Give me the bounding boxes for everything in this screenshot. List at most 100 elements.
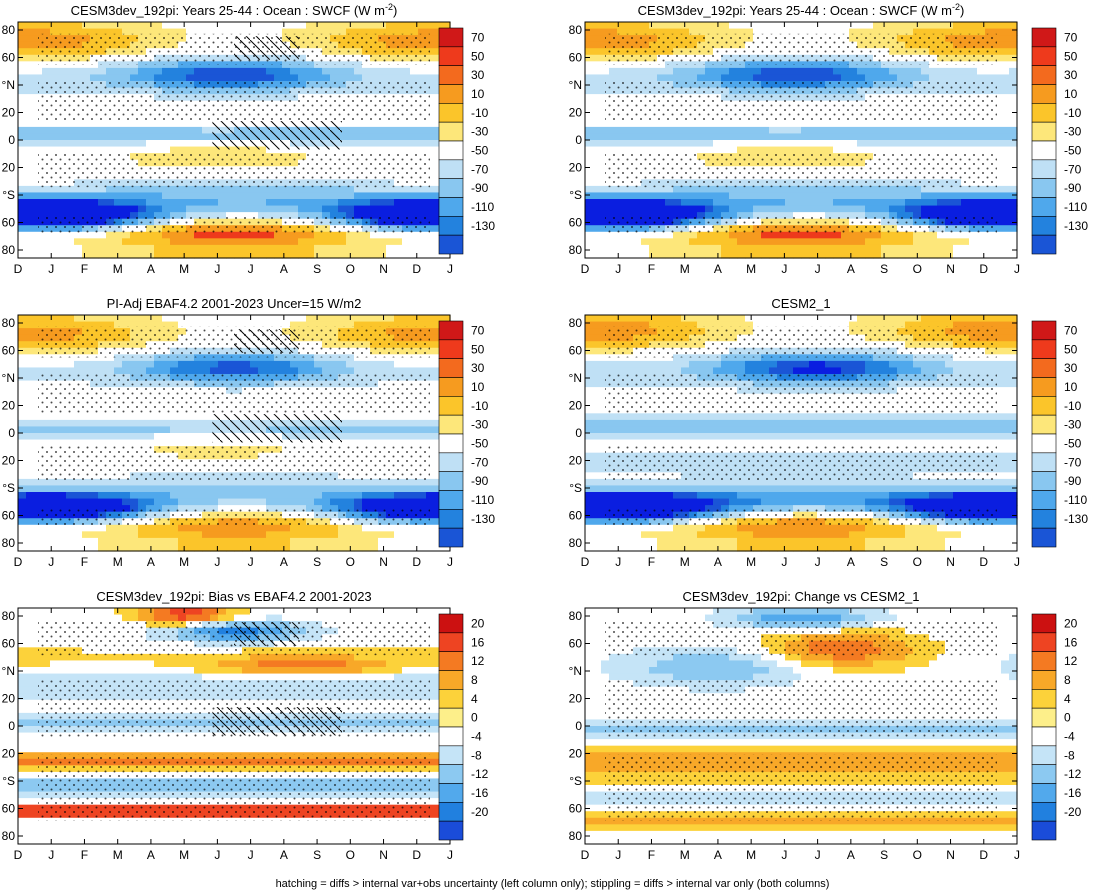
heatmap-cell xyxy=(34,61,43,69)
heatmap-cell xyxy=(977,205,986,213)
heatmap-cell xyxy=(186,238,195,246)
heatmap-cell xyxy=(969,61,978,69)
heatmap-cell xyxy=(585,172,594,180)
heatmap-cell xyxy=(865,244,874,253)
heatmap-cell xyxy=(82,192,91,200)
heatmap-cell xyxy=(905,192,914,200)
heatmap-cell xyxy=(585,159,594,167)
heatmap-cell xyxy=(122,231,131,239)
heatmap-cell xyxy=(90,61,99,69)
heatmap-cell xyxy=(386,251,395,259)
heatmap-cell xyxy=(394,205,403,213)
heatmap-cell xyxy=(1001,153,1010,161)
heatmap-cell xyxy=(18,459,27,467)
heatmap-cell xyxy=(106,199,115,207)
heatmap-cell xyxy=(617,67,626,76)
heatmap-cell xyxy=(593,146,602,154)
heatmap-cell xyxy=(993,159,1002,167)
heatmap-cell xyxy=(1001,133,1010,141)
heatmap-cell xyxy=(98,120,107,128)
heatmap-cell xyxy=(921,244,930,253)
heatmap-cell xyxy=(50,126,59,135)
heatmap-cell xyxy=(689,192,698,200)
heatmap-cell xyxy=(601,251,610,259)
heatmap-cell xyxy=(913,61,922,69)
heatmap-cell xyxy=(194,28,203,36)
heatmap-cell xyxy=(657,126,666,135)
heatmap-cell xyxy=(346,199,355,207)
heatmap-cell xyxy=(346,74,355,82)
heatmap-cell xyxy=(657,74,666,82)
heatmap-cell xyxy=(114,74,123,82)
heatmap-cell xyxy=(138,251,147,259)
heatmap-cell xyxy=(210,485,219,493)
x-tick-label: N xyxy=(379,262,388,276)
heatmap-cell xyxy=(977,28,986,36)
heatmap-cell xyxy=(729,126,738,135)
heatmap-cell xyxy=(354,199,363,207)
heatmap-cell xyxy=(66,315,75,323)
heatmap-cell xyxy=(1009,199,1018,207)
heatmap-cell xyxy=(657,205,666,213)
heatmap-cell xyxy=(114,67,123,76)
heatmap-cell xyxy=(74,244,83,253)
heatmap-cell xyxy=(306,238,315,246)
heatmap-cell xyxy=(194,367,203,375)
heatmap-cell xyxy=(18,544,27,552)
heatmap-cell xyxy=(625,146,634,154)
heatmap-cell xyxy=(178,413,187,421)
heatmap-cell xyxy=(849,205,858,213)
heatmap-cell xyxy=(50,238,59,246)
heatmap-cell xyxy=(162,498,171,506)
heatmap-cell xyxy=(769,231,778,239)
colorbar-swatch xyxy=(438,140,464,161)
heatmap-cell xyxy=(106,537,115,546)
heatmap-cell xyxy=(681,61,690,69)
heatmap-cell xyxy=(841,231,850,239)
heatmap-cell xyxy=(1001,166,1010,174)
heatmap-cell xyxy=(34,433,43,441)
heatmap-cell xyxy=(162,244,171,253)
heatmap-cell xyxy=(370,146,379,154)
heatmap-cell xyxy=(873,185,882,194)
heatmap-cell xyxy=(42,126,51,135)
heatmap-cell xyxy=(1009,172,1018,180)
heatmap-cell xyxy=(593,212,602,220)
heatmap-cell xyxy=(210,185,219,194)
heatmap-cell xyxy=(346,67,355,76)
heatmap-cell xyxy=(314,28,323,36)
heatmap-cell xyxy=(601,185,610,194)
heatmap-cell xyxy=(961,67,970,76)
heatmap-cell xyxy=(74,315,83,323)
heatmap-cell xyxy=(354,205,363,213)
heatmap-cell xyxy=(953,67,962,76)
heatmap-cell xyxy=(394,126,403,135)
heatmap-cell xyxy=(777,238,786,246)
heatmap-cell xyxy=(929,133,938,141)
heatmap-cell xyxy=(945,251,954,259)
heatmap-cell xyxy=(993,231,1002,239)
heatmap-cell xyxy=(202,251,211,259)
heatmap-cell xyxy=(410,146,419,154)
heatmap-cell xyxy=(274,205,283,213)
heatmap-cell xyxy=(106,185,115,194)
heatmap-cell xyxy=(809,74,818,82)
heatmap-cell xyxy=(186,126,195,135)
heatmap-cell xyxy=(865,231,874,239)
heatmap-cell xyxy=(785,67,794,76)
colorbar-swatch xyxy=(438,197,464,217)
heatmap-cell xyxy=(977,74,986,82)
heatmap-cell xyxy=(154,22,163,30)
heatmap-cell xyxy=(881,126,890,135)
heatmap-cell xyxy=(282,185,291,194)
heatmap-cell xyxy=(210,244,219,253)
heatmap-cell xyxy=(106,126,115,135)
heatmap-cell xyxy=(26,328,35,336)
heatmap-cell xyxy=(985,22,994,30)
heatmap-cell xyxy=(202,199,211,207)
heatmap-cell xyxy=(354,140,363,148)
heatmap-cell xyxy=(897,28,906,36)
heatmap-cell xyxy=(90,185,99,194)
heatmap-cell xyxy=(266,251,275,259)
heatmap-cell xyxy=(1009,61,1018,69)
